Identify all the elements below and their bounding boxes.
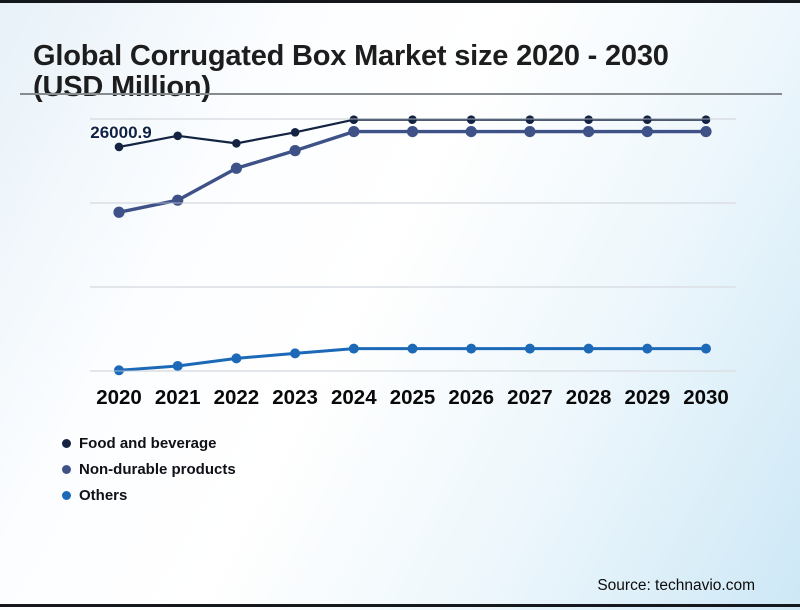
data-point-non-durable-products [289,145,301,157]
x-axis-label: 2027 [507,386,553,409]
data-point-others [583,343,594,354]
chart-legend: Food and beverage Non-durable products Oth… [62,435,236,504]
data-point-others [524,343,535,354]
data-point-others [466,343,477,354]
data-point-food-and-beverage [525,115,535,124]
data-point-food-and-beverage [232,139,241,148]
x-axis-label: 2025 [390,386,436,409]
data-point-food-and-beverage [408,115,417,124]
x-axis-label: 2020 [96,386,142,409]
x-axis-label: 2030 [683,386,729,409]
data-point-non-durable-products [230,162,242,174]
data-point-food-and-beverage [643,115,652,124]
legend-item-food-and-beverage: Food and beverage [62,435,236,452]
data-point-non-durable-products [700,126,712,138]
data-point-food-and-beverage [290,128,300,137]
legend-label: Others [79,487,128,504]
x-axis-label: 2026 [448,386,494,409]
data-point-food-and-beverage [584,115,593,124]
data-point-others [407,343,418,354]
data-point-non-durable-products [641,126,653,138]
top-frame-border [0,0,800,3]
data-point-food-and-beverage [173,131,182,141]
legend-dot-icon [62,439,71,448]
legend-label: Food and beverage [79,435,217,452]
data-point-non-durable-products [465,126,477,138]
data-point-food-and-beverage [701,115,711,124]
data-point-others [172,360,183,371]
data-point-food-and-beverage [114,142,124,152]
legend-dot-icon [62,465,71,474]
x-axis-label: 2021 [155,386,201,409]
title-divider [20,93,782,95]
x-axis-label: 2024 [331,386,377,409]
legend-label: Non-durable products [79,461,236,478]
legend-item-non-durable-products: Non-durable products [62,461,236,478]
chart-title: Global Corrugated Box Market size 2020 -… [33,40,669,104]
data-point-non-durable-products [406,126,419,138]
x-axis-label: 2028 [566,386,612,409]
series-line-non-durable-products [118,129,706,214]
data-point-others [701,343,711,354]
data-point-non-durable-products [172,194,184,206]
data-point-non-durable-products [524,126,536,138]
x-axis-label: 2023 [272,386,318,409]
source-attribution: Source: technavio.com [597,577,755,594]
data-point-food-and-beverage [349,115,359,124]
data-point-others [290,348,301,359]
x-axis-label: 2029 [624,386,670,409]
x-axis-label: 2022 [214,386,260,409]
bottom-frame-border [0,604,800,607]
data-point-food-and-beverage [466,115,476,124]
data-point-non-durable-products [348,126,360,138]
data-point-others [231,353,242,364]
data-point-others [642,343,653,354]
data-point-non-durable-products [583,126,595,138]
data-point-others [348,343,359,354]
chart-data-label: 26000.9 [90,123,151,142]
data-point-non-durable-products [113,206,125,218]
legend-dot-icon [62,491,71,500]
legend-item-others: Others [62,487,236,504]
data-point-others [114,365,124,376]
